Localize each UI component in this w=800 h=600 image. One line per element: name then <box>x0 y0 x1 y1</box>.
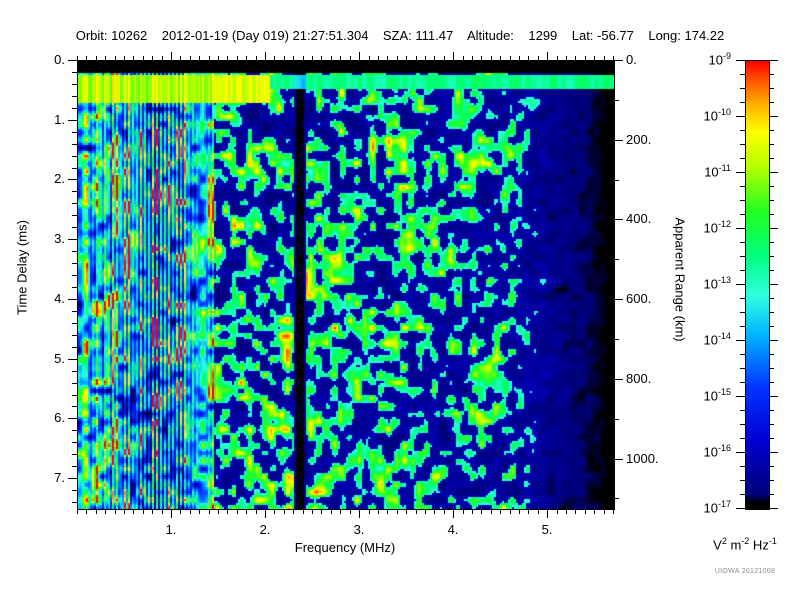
y2-tick-label: 400. <box>626 211 652 226</box>
y2-tick-label: 800. <box>626 371 652 386</box>
colorbar-tick-label: 10-12 <box>683 219 731 235</box>
colorbar-label-exponent: -16 <box>717 443 731 453</box>
colorbar-tick-label: 10-15 <box>683 387 731 403</box>
credit-watermark: UIOWA 20121008 <box>714 568 776 575</box>
colorbar-label-exponent: -10 <box>717 107 731 117</box>
x-tick-label: 5. <box>541 522 553 537</box>
colorbar-label-mantissa: 10 <box>703 108 718 124</box>
colorbar-tick-label: 10-14 <box>683 331 731 347</box>
colorbar-label-exponent: -12 <box>717 219 731 229</box>
units-v: V <box>713 537 722 553</box>
colorbar-label-exponent: -9 <box>722 51 731 61</box>
y-tick-label: 4. <box>54 291 65 306</box>
colorbar-label-exponent: -13 <box>717 275 731 285</box>
colorbar-tick-label: 10-11 <box>683 163 731 179</box>
y-tick-label: 0. <box>54 52 65 67</box>
colorbar-label-mantissa: 10 <box>703 388 718 404</box>
colorbar-label-mantissa: 10 <box>708 52 723 68</box>
y-tick-label: 7. <box>54 470 65 485</box>
y-tick-label: 3. <box>54 231 65 246</box>
y2-tick-label: 200. <box>626 132 652 147</box>
units-m-exponent: -2 <box>741 536 750 546</box>
y-tick-label: 6. <box>54 410 65 425</box>
y-tick-label: 2. <box>54 171 65 186</box>
colorbar-tick-label: 10-13 <box>683 275 731 291</box>
colorbar <box>745 60 770 510</box>
y-tick-label: 1. <box>54 112 65 127</box>
header-text: Orbit: 10262 2012-01-19 (Day 019) 21:27:… <box>75 28 725 43</box>
colorbar-tick-label: 10-17 <box>683 499 731 515</box>
y2-tick-label: 0. <box>626 52 637 67</box>
colorbar-label-exponent: -14 <box>717 331 731 341</box>
x-axis-title: Frequency (MHz) <box>294 540 396 555</box>
colorbar-label-mantissa: 10 <box>704 164 719 180</box>
colorbar-label-mantissa: 10 <box>703 500 718 516</box>
x-tick-label: 4. <box>447 522 459 537</box>
colorbar-gradient <box>746 61 769 509</box>
colorbar-label-exponent: -17 <box>717 499 731 509</box>
colorbar-tick-label: 10-9 <box>683 51 731 67</box>
y2-tick-label: 1000. <box>626 451 659 466</box>
colorbar-label-mantissa: 10 <box>703 444 718 460</box>
colorbar-tick-label: 10-10 <box>683 107 731 123</box>
spectrogram-plot-area <box>77 60 615 510</box>
colorbar-label-exponent: -11 <box>718 163 731 173</box>
colorbar-label-mantissa: 10 <box>703 276 718 292</box>
y-tick-label: 5. <box>54 351 65 366</box>
units-hz: Hz <box>749 537 769 553</box>
header-info-line: Orbit: 10262 2012-01-19 (Day 019) 21:27:… <box>0 28 800 43</box>
units-m: m <box>726 537 742 553</box>
colorbar-label-mantissa: 10 <box>703 220 718 236</box>
units-hz-exponent: -1 <box>768 536 777 546</box>
x-tick-label: 1. <box>165 522 177 537</box>
colorbar-units-label: V2 m-2 Hz-1 <box>690 536 800 552</box>
spectrogram-canvas <box>78 61 614 509</box>
x-tick-label: 2. <box>259 522 271 537</box>
y2-tick-label: 600. <box>626 291 652 306</box>
colorbar-label-exponent: -15 <box>717 387 731 397</box>
colorbar-label-mantissa: 10 <box>703 332 718 348</box>
x-tick-label: 3. <box>353 522 365 537</box>
units-v-exponent: 2 <box>721 536 727 546</box>
colorbar-tick-label: 10-16 <box>683 443 731 459</box>
